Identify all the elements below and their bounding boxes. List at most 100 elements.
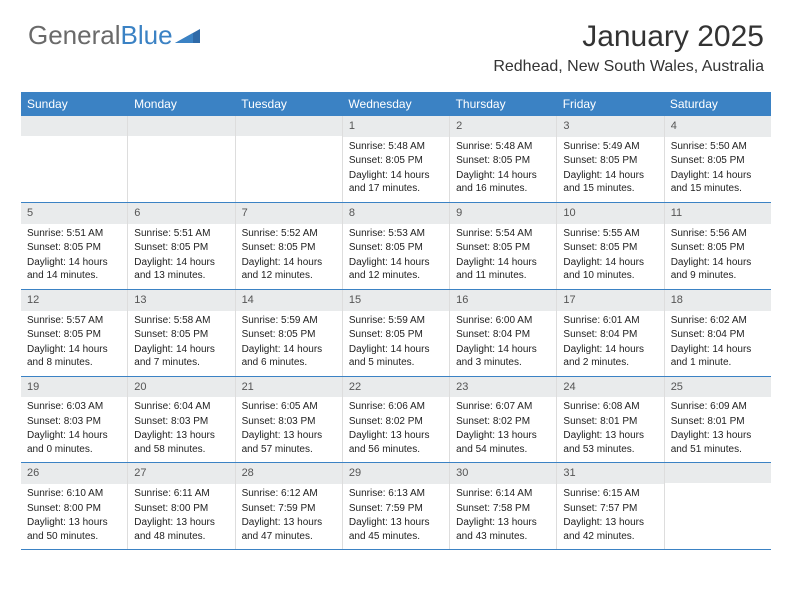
- day-content: Sunrise: 6:01 AMSunset: 8:04 PMDaylight:…: [557, 311, 663, 376]
- daylight-text: Daylight: 14 hours and 15 minutes.: [563, 169, 657, 196]
- day-content: Sunrise: 5:58 AMSunset: 8:05 PMDaylight:…: [128, 311, 234, 376]
- sunset-text: Sunset: 8:00 PM: [27, 502, 121, 516]
- calendar-cell: 22Sunrise: 6:06 AMSunset: 8:02 PMDayligh…: [343, 377, 450, 463]
- sunrise-text: Sunrise: 6:06 AM: [349, 400, 443, 414]
- daylight-text: Daylight: 13 hours and 45 minutes.: [349, 516, 443, 543]
- day-number: 28: [236, 463, 342, 484]
- sunrise-text: Sunrise: 6:04 AM: [134, 400, 228, 414]
- day-number: 29: [343, 463, 449, 484]
- daylight-text: Daylight: 14 hours and 12 minutes.: [349, 256, 443, 283]
- calendar-cell: [236, 116, 343, 202]
- day-content: Sunrise: 5:55 AMSunset: 8:05 PMDaylight:…: [557, 224, 663, 289]
- day-content: Sunrise: 6:09 AMSunset: 8:01 PMDaylight:…: [665, 397, 771, 462]
- day-content: Sunrise: 6:08 AMSunset: 8:01 PMDaylight:…: [557, 397, 663, 462]
- calendar-cell: 24Sunrise: 6:08 AMSunset: 8:01 PMDayligh…: [557, 377, 664, 463]
- sunset-text: Sunset: 8:03 PM: [27, 415, 121, 429]
- logo: GeneralBlue: [28, 20, 201, 51]
- calendar-cell: 1Sunrise: 5:48 AMSunset: 8:05 PMDaylight…: [343, 116, 450, 202]
- daylight-text: Daylight: 14 hours and 0 minutes.: [27, 429, 121, 456]
- header: GeneralBlue January 2025 Redhead, New So…: [0, 0, 792, 86]
- day-content: Sunrise: 6:15 AMSunset: 7:57 PMDaylight:…: [557, 484, 663, 549]
- day-content: Sunrise: 6:03 AMSunset: 8:03 PMDaylight:…: [21, 397, 127, 462]
- sunrise-text: Sunrise: 5:59 AM: [242, 314, 336, 328]
- daylight-text: Daylight: 14 hours and 10 minutes.: [563, 256, 657, 283]
- sunset-text: Sunset: 8:03 PM: [242, 415, 336, 429]
- calendar-cell: [128, 116, 235, 202]
- calendar-cell: 27Sunrise: 6:11 AMSunset: 8:00 PMDayligh…: [128, 463, 235, 549]
- calendar-cell: 26Sunrise: 6:10 AMSunset: 8:00 PMDayligh…: [21, 463, 128, 549]
- day-content: Sunrise: 5:52 AMSunset: 8:05 PMDaylight:…: [236, 224, 342, 289]
- day-number: 31: [557, 463, 663, 484]
- sunrise-text: Sunrise: 5:50 AM: [671, 140, 765, 154]
- day-content: Sunrise: 5:49 AMSunset: 8:05 PMDaylight:…: [557, 137, 663, 202]
- day-number: 2: [450, 116, 556, 137]
- sunset-text: Sunset: 8:05 PM: [27, 328, 121, 342]
- sunrise-text: Sunrise: 5:58 AM: [134, 314, 228, 328]
- sunrise-text: Sunrise: 5:48 AM: [456, 140, 550, 154]
- day-content: Sunrise: 6:04 AMSunset: 8:03 PMDaylight:…: [128, 397, 234, 462]
- calendar-week-row: 19Sunrise: 6:03 AMSunset: 8:03 PMDayligh…: [21, 377, 771, 464]
- sunset-text: Sunset: 8:05 PM: [134, 241, 228, 255]
- day-content: Sunrise: 6:13 AMSunset: 7:59 PMDaylight:…: [343, 484, 449, 549]
- sunrise-text: Sunrise: 6:07 AM: [456, 400, 550, 414]
- day-content: Sunrise: 6:11 AMSunset: 8:00 PMDaylight:…: [128, 484, 234, 549]
- weekday-header: Thursday: [450, 92, 557, 116]
- sunrise-text: Sunrise: 5:59 AM: [349, 314, 443, 328]
- daylight-text: Daylight: 14 hours and 17 minutes.: [349, 169, 443, 196]
- day-number-empty: [21, 116, 127, 136]
- calendar-cell: [665, 463, 771, 549]
- sunset-text: Sunset: 8:05 PM: [456, 154, 550, 168]
- day-content: Sunrise: 6:07 AMSunset: 8:02 PMDaylight:…: [450, 397, 556, 462]
- sunset-text: Sunset: 8:05 PM: [349, 328, 443, 342]
- day-number: 22: [343, 377, 449, 398]
- sunrise-text: Sunrise: 6:08 AM: [563, 400, 657, 414]
- day-number: 6: [128, 203, 234, 224]
- day-number: 18: [665, 290, 771, 311]
- day-number: 7: [236, 203, 342, 224]
- daylight-text: Daylight: 14 hours and 8 minutes.: [27, 343, 121, 370]
- day-number: 26: [21, 463, 127, 484]
- sunrise-text: Sunrise: 5:48 AM: [349, 140, 443, 154]
- calendar-week-row: 26Sunrise: 6:10 AMSunset: 8:00 PMDayligh…: [21, 463, 771, 550]
- calendar-cell: 7Sunrise: 5:52 AMSunset: 8:05 PMDaylight…: [236, 203, 343, 289]
- weekday-header: Wednesday: [342, 92, 449, 116]
- daylight-text: Daylight: 14 hours and 15 minutes.: [671, 169, 765, 196]
- calendar-cell: 13Sunrise: 5:58 AMSunset: 8:05 PMDayligh…: [128, 290, 235, 376]
- sunset-text: Sunset: 8:05 PM: [563, 154, 657, 168]
- sunset-text: Sunset: 8:05 PM: [242, 241, 336, 255]
- day-content: Sunrise: 6:02 AMSunset: 8:04 PMDaylight:…: [665, 311, 771, 376]
- daylight-text: Daylight: 13 hours and 57 minutes.: [242, 429, 336, 456]
- sunset-text: Sunset: 8:01 PM: [671, 415, 765, 429]
- day-content: Sunrise: 5:50 AMSunset: 8:05 PMDaylight:…: [665, 137, 771, 202]
- daylight-text: Daylight: 14 hours and 1 minute.: [671, 343, 765, 370]
- sunrise-text: Sunrise: 6:11 AM: [134, 487, 228, 501]
- day-content: Sunrise: 5:51 AMSunset: 8:05 PMDaylight:…: [21, 224, 127, 289]
- daylight-text: Daylight: 13 hours and 58 minutes.: [134, 429, 228, 456]
- day-number-empty: [236, 116, 342, 136]
- daylight-text: Daylight: 13 hours and 56 minutes.: [349, 429, 443, 456]
- day-number: 4: [665, 116, 771, 137]
- sunrise-text: Sunrise: 6:00 AM: [456, 314, 550, 328]
- location: Redhead, New South Wales, Australia: [493, 58, 764, 76]
- day-content: Sunrise: 6:10 AMSunset: 8:00 PMDaylight:…: [21, 484, 127, 549]
- daylight-text: Daylight: 13 hours and 54 minutes.: [456, 429, 550, 456]
- sunset-text: Sunset: 8:00 PM: [134, 502, 228, 516]
- daylight-text: Daylight: 13 hours and 47 minutes.: [242, 516, 336, 543]
- weekday-header: Friday: [557, 92, 664, 116]
- calendar-cell: 9Sunrise: 5:54 AMSunset: 8:05 PMDaylight…: [450, 203, 557, 289]
- calendar-cell: 12Sunrise: 5:57 AMSunset: 8:05 PMDayligh…: [21, 290, 128, 376]
- calendar-cell: 8Sunrise: 5:53 AMSunset: 8:05 PMDaylight…: [343, 203, 450, 289]
- sunset-text: Sunset: 7:58 PM: [456, 502, 550, 516]
- sunset-text: Sunset: 8:05 PM: [456, 241, 550, 255]
- day-number: 14: [236, 290, 342, 311]
- day-number: 24: [557, 377, 663, 398]
- calendar-cell: 16Sunrise: 6:00 AMSunset: 8:04 PMDayligh…: [450, 290, 557, 376]
- calendar-cell: 5Sunrise: 5:51 AMSunset: 8:05 PMDaylight…: [21, 203, 128, 289]
- daylight-text: Daylight: 13 hours and 50 minutes.: [27, 516, 121, 543]
- sunrise-text: Sunrise: 5:55 AM: [563, 227, 657, 241]
- day-number: 15: [343, 290, 449, 311]
- weekday-header: Monday: [128, 92, 235, 116]
- sunrise-text: Sunrise: 5:57 AM: [27, 314, 121, 328]
- day-number: 13: [128, 290, 234, 311]
- calendar-cell: 10Sunrise: 5:55 AMSunset: 8:05 PMDayligh…: [557, 203, 664, 289]
